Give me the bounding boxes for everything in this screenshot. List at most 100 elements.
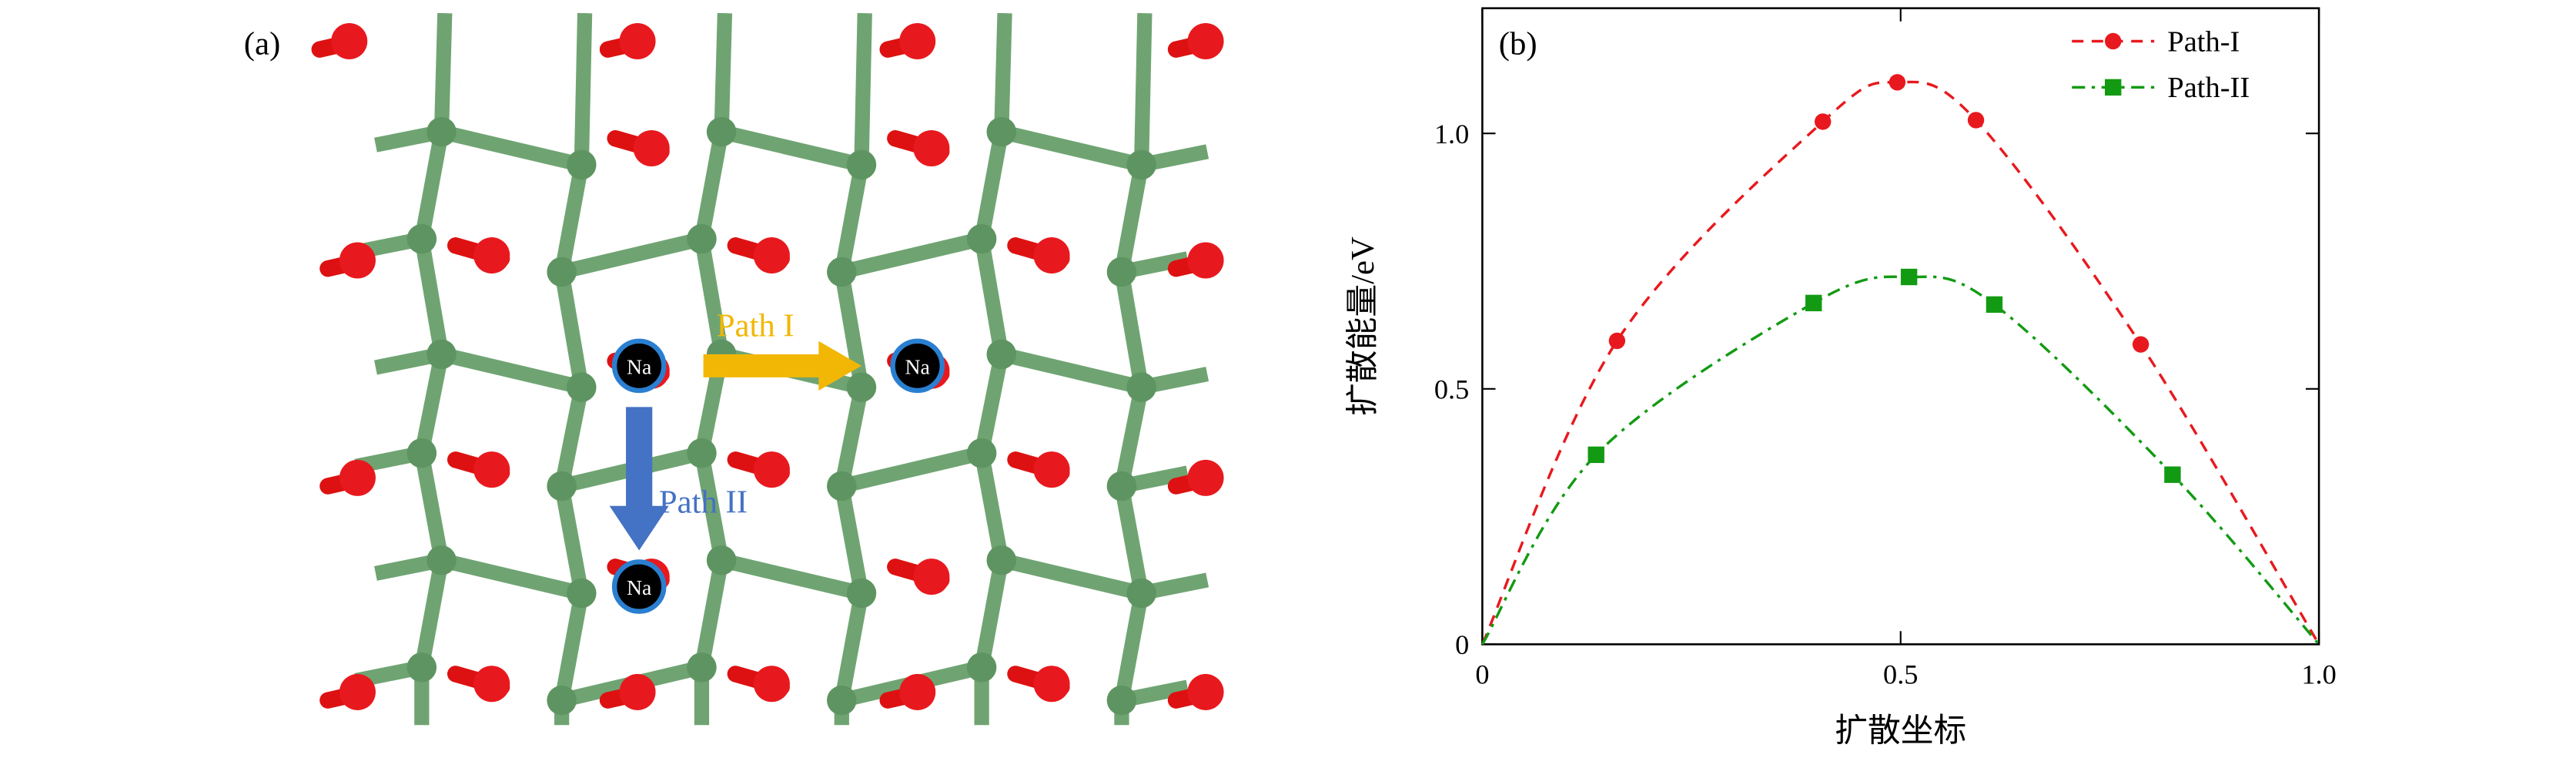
c-atom [1106,257,1137,287]
bond [714,12,733,132]
c-atom [406,223,437,254]
c-atom [1126,149,1156,180]
o-atom [899,22,936,60]
bond [994,552,1149,601]
bond [694,231,729,362]
bond [414,124,450,247]
c-atom [986,545,1017,575]
na-atom: Na Na Na [611,338,945,614]
o-atom [473,451,510,488]
path-label: Path I [717,307,795,344]
o-atom [753,451,790,488]
o-atom [1187,242,1224,279]
bond [1114,478,1149,601]
c-atom [706,116,737,147]
c-atom [846,149,877,180]
bond [414,552,450,675]
x-tick-label: 1.0 [2301,659,2336,690]
o-atom [1187,22,1224,60]
bond [974,231,1009,362]
c-atom [1126,372,1156,402]
c-atom [1126,578,1156,609]
y-axis-label: 扩散能量/eV [1345,236,1381,416]
bond [433,124,589,173]
bond [433,12,453,132]
o-atom [1033,237,1070,274]
o-atom [1187,459,1224,496]
o-atom [1033,451,1070,488]
y-tick-label: 0 [1455,629,1469,660]
bond [834,231,989,280]
c-atom [1106,471,1137,501]
c-atom [827,471,857,501]
c-atom [427,339,457,370]
marker [1805,294,1822,312]
bond [994,347,1149,395]
atom-label: Na [627,356,651,380]
o-atom [619,673,656,710]
bond [974,552,1009,675]
c-atom [406,652,437,683]
c-atom [547,471,577,501]
c-atom [567,578,597,609]
structure-panel [311,12,1224,726]
c-atom [567,372,597,402]
o-atom [753,237,790,274]
bond [974,124,1009,247]
bond [414,347,450,461]
bond [694,552,729,675]
atom-label: Na [627,576,651,600]
bond [554,585,589,708]
chart: (b) 0 0.5 1.0 0 0.5 1.0 扩散坐标 扩散能量/eV Path-I Path-I… [1345,7,2337,750]
marker [2164,466,2181,483]
o-atom [339,673,376,710]
bond [854,12,872,166]
path-arrows [609,340,861,551]
o-atom [339,459,376,496]
o-atom [913,129,950,167]
o-atom [331,22,368,60]
bond [1114,585,1149,708]
c-atom [966,223,997,254]
c-atom [1106,685,1137,716]
legend-label: Path-I [2167,25,2240,58]
atom-label: Na [905,356,929,380]
c-atom [427,545,457,575]
bond [994,124,1149,173]
marker [1608,332,1626,350]
marker [2105,79,2122,96]
c-atom [827,685,857,716]
na-circle [890,338,945,394]
c-atom [687,652,717,683]
marker [1889,74,1906,91]
bond [694,445,729,568]
bond [554,231,710,280]
bond [974,347,1009,461]
c-atom [547,685,577,716]
bond [554,157,589,280]
bond [994,12,1012,132]
o-atom [339,242,376,279]
bond [433,347,589,395]
bond [1114,380,1149,494]
o-atom [753,666,790,703]
series-line [1480,275,2320,646]
bond [974,445,1009,568]
x-tick-label: 0 [1475,659,1489,690]
o-atom [619,22,656,60]
c-atom [827,257,857,287]
o-atom [633,129,670,167]
bond [834,264,869,395]
bond [834,380,869,494]
marker [1986,296,2003,314]
arrow-head [609,505,669,551]
c-atom [687,438,717,468]
bond [554,478,589,601]
na-circle [611,559,667,614]
marker [1587,446,1604,464]
arrow-path-i [703,354,822,377]
bond [834,585,869,708]
c-atom [966,438,997,468]
marker [2132,336,2149,353]
